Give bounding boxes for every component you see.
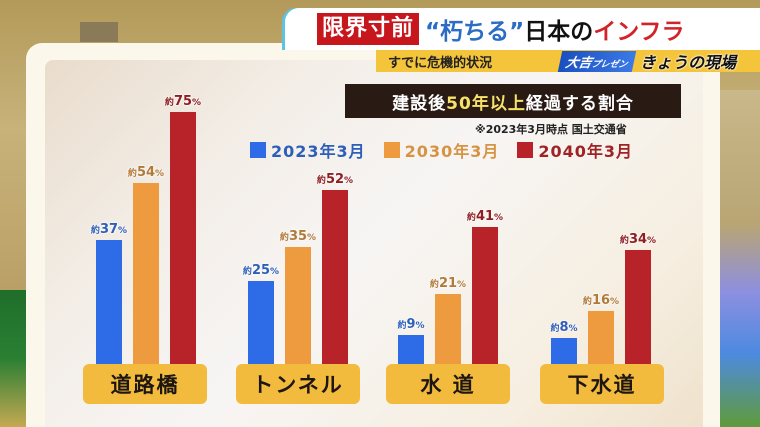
bar-3-1 — [588, 311, 614, 365]
bar-value-label: 約25% — [242, 263, 280, 278]
bar-2-2 — [472, 227, 498, 365]
chart-source: ※2023年3月時点 国土交通省 — [475, 123, 627, 136]
chart-title: 建設後 50年以上 経過する割合 — [345, 84, 681, 118]
legend-item-2040: 2040年3月 — [517, 138, 633, 162]
bar-value-label: 約34% — [619, 232, 657, 247]
category-label: 道路橋 — [83, 364, 207, 404]
bar-3-2 — [625, 250, 651, 365]
bar-value-label: 約8% — [550, 320, 578, 335]
bar-value-label: 約9% — [397, 317, 425, 332]
bar-0-2 — [170, 112, 196, 365]
bar-2-0 — [398, 335, 424, 365]
bar-2-1 — [435, 294, 461, 365]
chart-title-pre: 建設後 — [392, 93, 447, 114]
headline-banner: 限界寸前 “朽ちる” 日本の インフラ — [285, 8, 760, 50]
presenter-name: 大吉 — [563, 55, 594, 71]
legend-label: 2040年3月 — [538, 142, 634, 161]
bar-1-1 — [285, 247, 311, 365]
bar-value-label: 約35% — [279, 229, 317, 244]
legend-label: 2023年3月 — [271, 142, 366, 161]
headline-tag: 限界寸前 — [317, 13, 420, 45]
chart-title-highlight: 50年以上 — [446, 93, 526, 114]
presenter-badge: 大吉プレゼン — [557, 50, 637, 72]
presenter-suffix: プレゼン — [590, 59, 629, 70]
studio-background-left — [0, 290, 28, 427]
legend-label: 2030年3月 — [404, 142, 500, 161]
headline-quote: “朽ちる” — [425, 19, 525, 45]
bar-value-label: 約37% — [90, 222, 128, 237]
bar-0-0 — [96, 240, 122, 365]
bar-value-label: 約41% — [466, 209, 504, 224]
subtitle-text: すでに危機的状況 — [388, 55, 493, 71]
headline-middle: 日本の — [524, 19, 594, 45]
category-label: トンネル — [236, 364, 360, 404]
legend-item-2023: 2023年3月 — [250, 138, 366, 162]
legend-swatch-icon — [383, 142, 400, 158]
bar-1-0 — [248, 281, 274, 365]
bar-0-1 — [133, 183, 159, 365]
show-logo: 大吉プレゼン きょうの現場 — [557, 50, 737, 72]
show-name: きょうの現場 — [640, 53, 737, 72]
category-label: 下水道 — [540, 364, 664, 404]
chart-legend: 2023年3月 2030年3月 2040年3月 — [250, 138, 633, 162]
bar-value-label: 約21% — [429, 276, 467, 291]
studio-background-right — [712, 90, 760, 427]
legend-swatch-icon — [517, 142, 534, 158]
legend-swatch-icon — [250, 142, 266, 158]
legend-item-2030: 2030年3月 — [383, 138, 500, 162]
chart-title-post: 経過する割合 — [525, 93, 634, 114]
bar-value-label: 約16% — [582, 293, 620, 308]
bar-1-2 — [322, 190, 348, 365]
bar-value-label: 約52% — [316, 172, 354, 187]
bar-value-label: 約75% — [164, 94, 202, 109]
category-label: 水 道 — [386, 364, 510, 404]
bar-3-0 — [551, 338, 577, 365]
headline-highlight: インフラ — [593, 19, 685, 45]
bar-value-label: 約54% — [127, 165, 165, 180]
studio-background — [80, 22, 118, 42]
